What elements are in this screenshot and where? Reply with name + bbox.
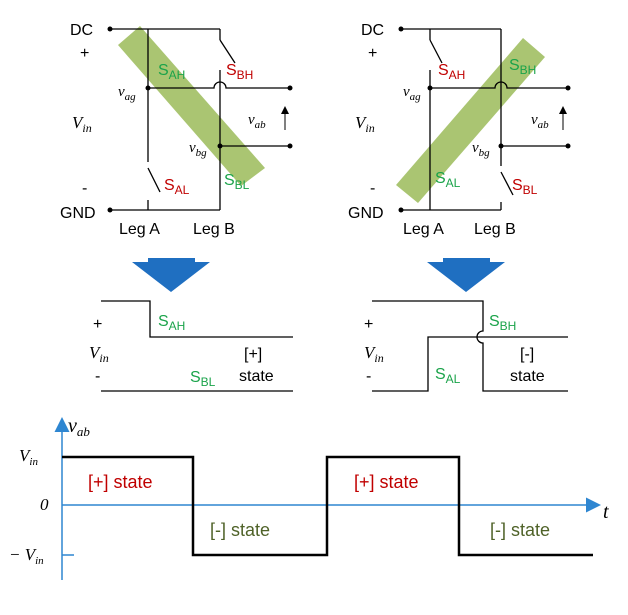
minus-label: - xyxy=(95,368,100,385)
x-axis-label: t xyxy=(603,501,609,523)
gnd-label: GND xyxy=(348,205,384,222)
vin-label: Vin xyxy=(364,343,384,365)
switch-sal-label: SAL xyxy=(435,366,461,386)
switch-sbl-label: SBL xyxy=(190,369,216,389)
state-plus-label: [+] state xyxy=(88,472,153,492)
equivalent-minus-state: + - Vin SBH SAL [-] state xyxy=(364,300,568,392)
zero-tick-label: 0 xyxy=(40,495,49,514)
leg-b-label: Leg B xyxy=(474,221,516,238)
output-voltage-waveform: vab t Vin 0 − Vin [+] state [-] state [+… xyxy=(9,415,609,580)
switch-sah-label: SAH xyxy=(158,313,185,333)
state-label-line2: state xyxy=(510,368,545,385)
plus-label: + xyxy=(93,316,102,333)
state-label-line1: [+] xyxy=(244,346,262,363)
vin-tick-label: Vin xyxy=(19,446,38,468)
switch-sal-label: SAL xyxy=(435,170,461,190)
dc-label: DC xyxy=(70,22,93,39)
neg-vin-tick-label: − Vin xyxy=(9,545,44,567)
y-axis-label: vab xyxy=(68,415,90,439)
vab-label: vab xyxy=(531,112,549,131)
minus-label: - xyxy=(366,368,371,385)
vin-label: Vin xyxy=(89,343,109,365)
conduction-path-highlight xyxy=(396,38,545,203)
switch-sbl-label: SBL xyxy=(512,177,538,197)
vag-label: vag xyxy=(118,84,136,103)
state-label-line2: state xyxy=(239,368,274,385)
square-wave xyxy=(62,455,593,557)
circuit-plus-state: DC + - GND Vin vag vbg vab SAH SBH SAL S… xyxy=(60,22,293,238)
plus-label: + xyxy=(364,316,373,333)
vag-label: vag xyxy=(403,84,421,103)
state-plus-label: [+] state xyxy=(354,472,419,492)
gnd-label: GND xyxy=(60,205,96,222)
equivalent-plus-state: + - Vin SAH SBL [+] state xyxy=(89,300,293,392)
minus-label: - xyxy=(82,180,87,197)
vin-label: Vin xyxy=(355,113,375,135)
switch-sbl-label: SBL xyxy=(224,172,250,192)
plus-label: + xyxy=(80,45,89,62)
leg-a-label: Leg A xyxy=(119,221,160,238)
leg-a-label: Leg A xyxy=(403,221,444,238)
plus-label: + xyxy=(368,45,377,62)
state-minus-label: [-] state xyxy=(490,520,550,540)
vbg-label: vbg xyxy=(189,140,207,159)
dc-label: DC xyxy=(361,22,384,39)
vbg-label: vbg xyxy=(472,140,490,159)
down-arrow-icon xyxy=(427,258,505,292)
conduction-path-highlight xyxy=(118,26,265,186)
switch-sah-label: SAH xyxy=(438,62,465,82)
leg-b-label: Leg B xyxy=(193,221,235,238)
switch-sbh-label: SBH xyxy=(226,62,253,82)
state-minus-label: [-] state xyxy=(210,520,270,540)
switch-sbh-label: SBH xyxy=(509,57,536,77)
circuit-minus-state: DC + - GND Vin vag vbg vab SAH SBH SAL S… xyxy=(348,22,571,238)
vin-label: Vin xyxy=(72,113,92,135)
vab-label: vab xyxy=(248,112,266,131)
switch-sah-label: SAH xyxy=(158,62,185,82)
switch-sal-label: SAL xyxy=(164,177,190,197)
switch-sbh-label: SBH xyxy=(489,313,516,333)
state-label-line1: [-] xyxy=(520,346,534,363)
minus-label: - xyxy=(370,180,375,197)
down-arrow-icon xyxy=(132,258,210,292)
